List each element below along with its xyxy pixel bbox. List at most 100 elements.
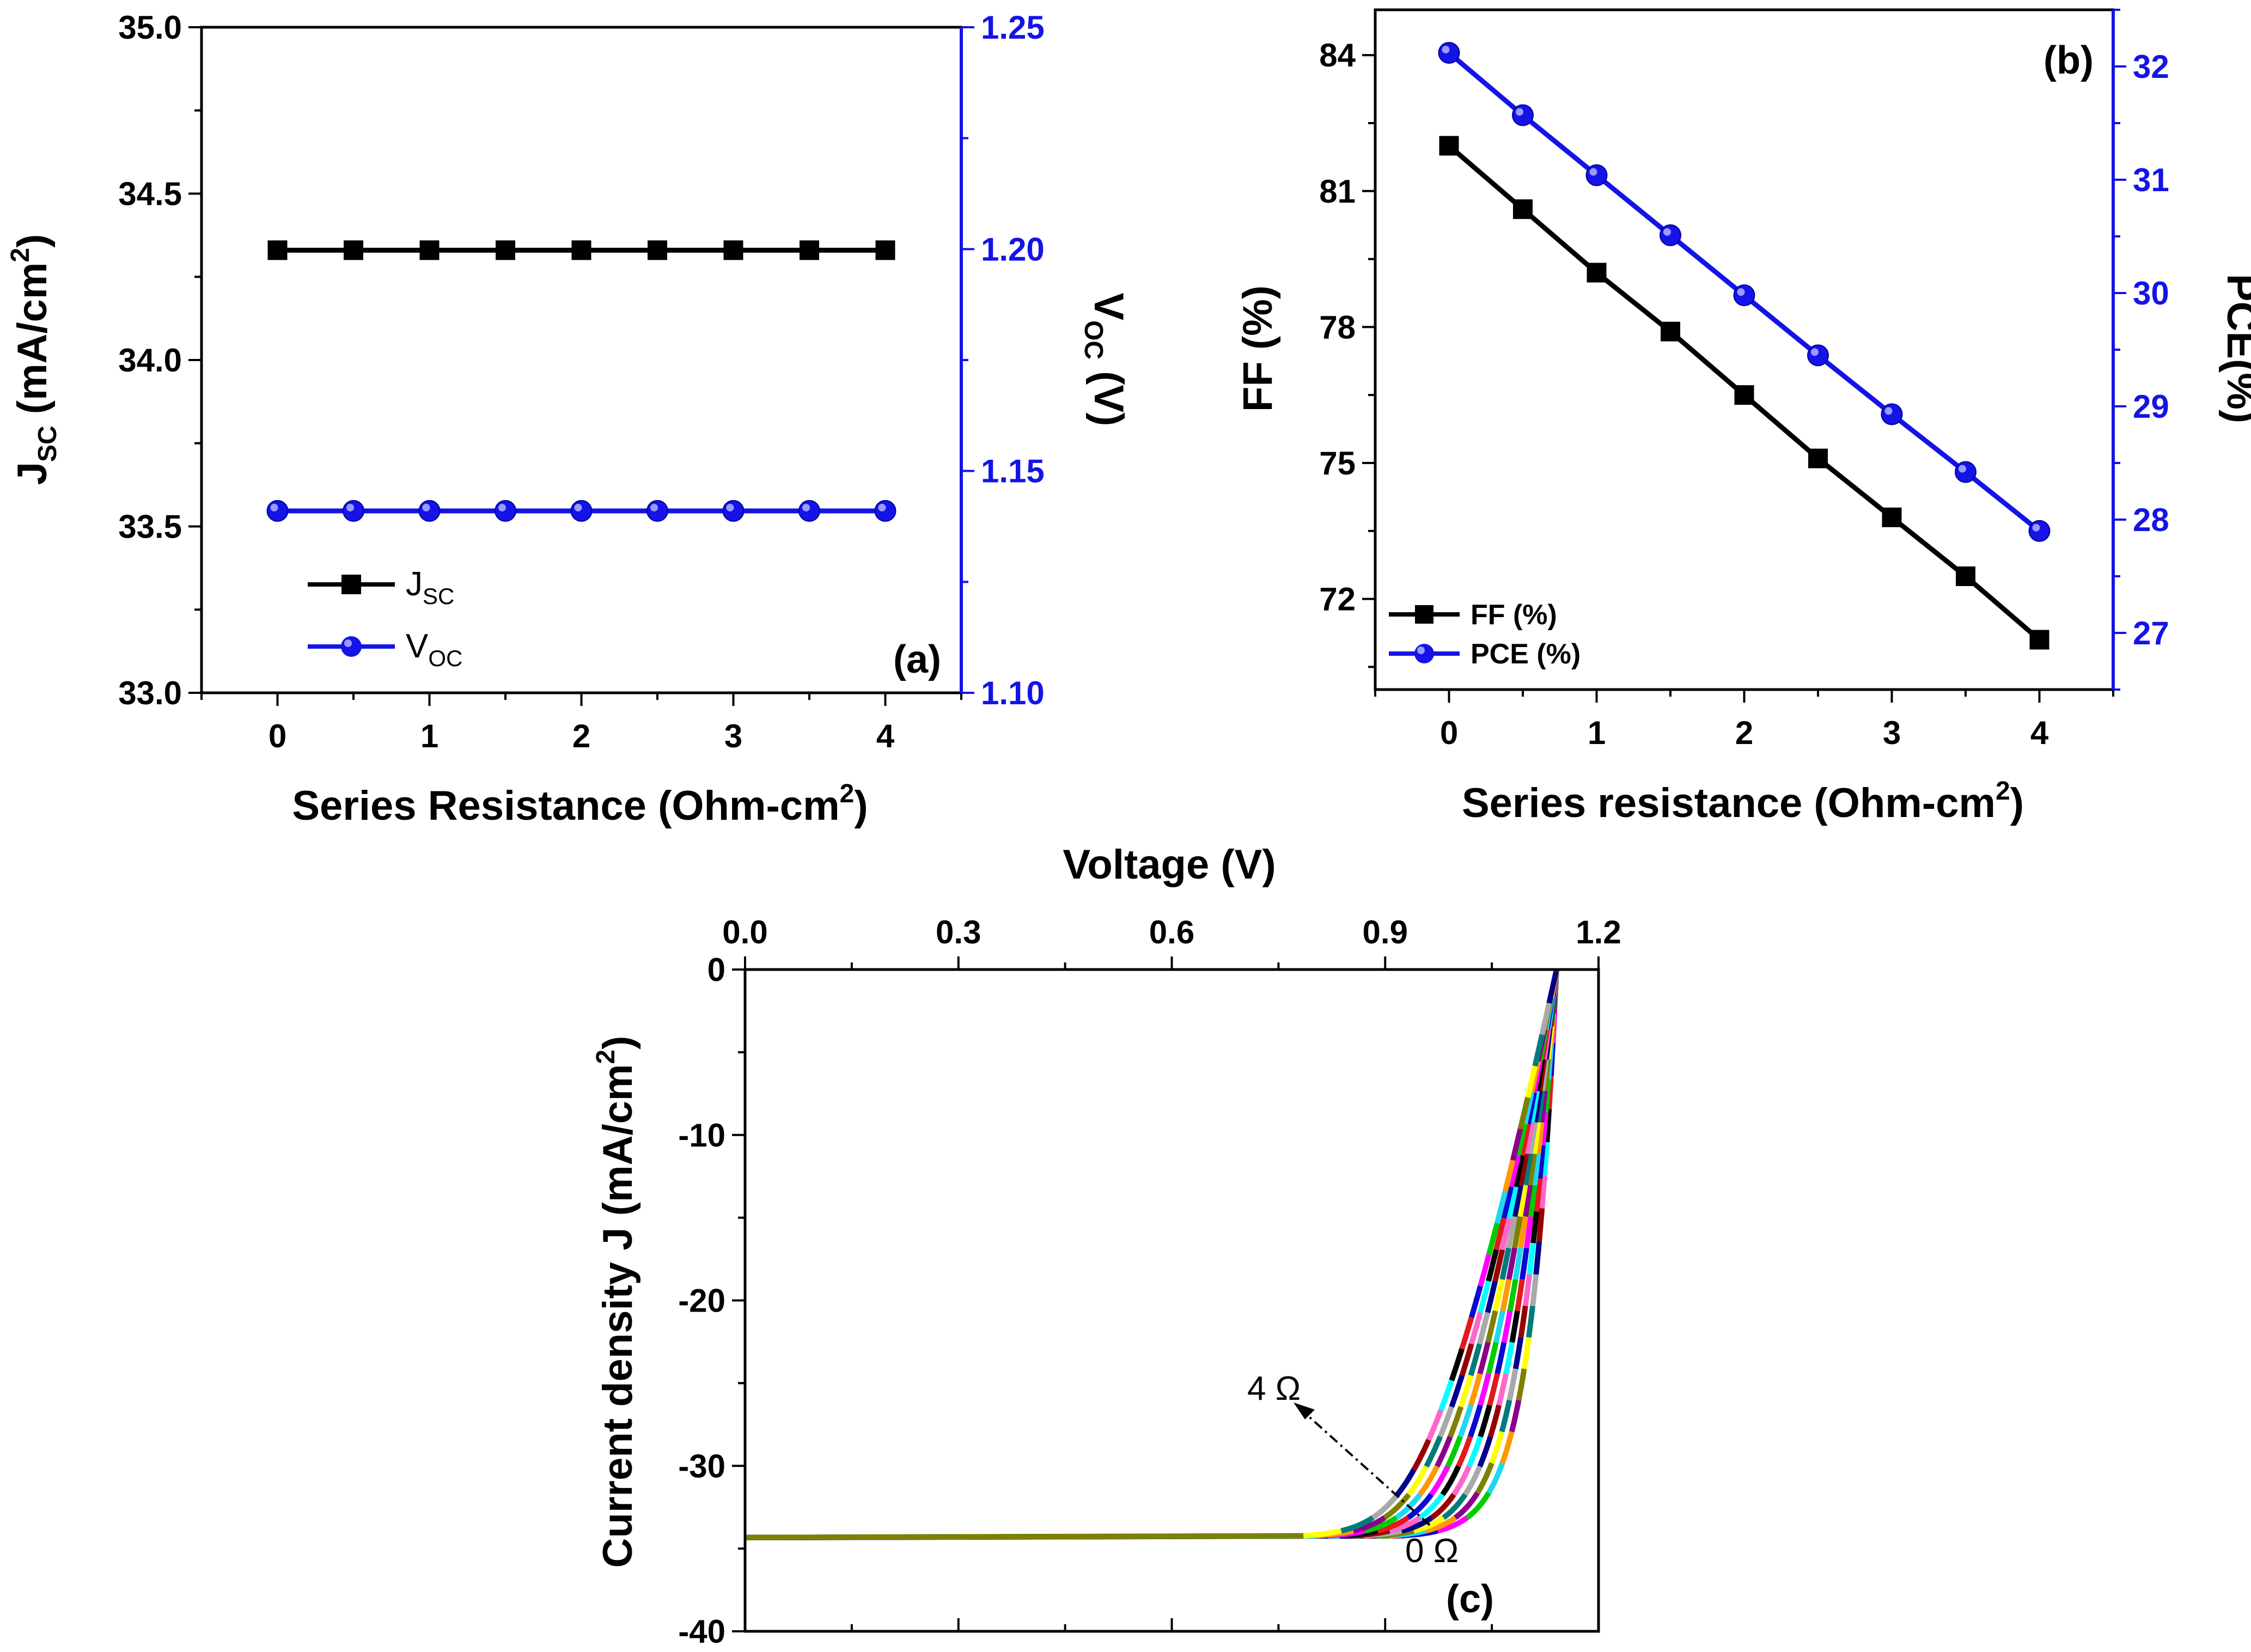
- iv-curve-segment: [1517, 1096, 1530, 1130]
- data-point-circle: [418, 499, 441, 522]
- iv-curve-segment: [1536, 1207, 1545, 1243]
- y-tick-label-left: 75: [1319, 445, 1356, 481]
- data-point-circle: [570, 499, 593, 522]
- data-point-circle: [722, 499, 745, 522]
- legend-marker-pce-shine: [1417, 647, 1425, 654]
- x-ticks-group: 0 1 2 3 4: [1374, 690, 2114, 751]
- arrow-head: [1294, 1403, 1315, 1419]
- iv-curve-segment: [1437, 1405, 1454, 1438]
- iv-curve-segment: [1371, 1494, 1399, 1520]
- x-tick-label: 2: [572, 718, 590, 754]
- x-axis-label: Series Resistance (Ohm-cm2): [292, 779, 868, 829]
- data-point-square: [1734, 385, 1754, 405]
- data-point-highlight: [422, 503, 430, 511]
- iv-curve-segment: [1527, 1242, 1536, 1276]
- data-point-highlight: [650, 503, 658, 511]
- y-tick-label-right: 28: [2133, 502, 2169, 538]
- data-point-circle: [798, 499, 820, 522]
- iv-curve-segment: [1383, 1492, 1411, 1520]
- x-tick-label: 3: [1883, 715, 1901, 751]
- iv-curve-segment: [1389, 1515, 1422, 1534]
- iv-curve-segment: [1532, 1033, 1545, 1068]
- iv-curve-segment: [1438, 1379, 1455, 1411]
- y-tick-label: -40: [678, 1613, 725, 1650]
- iv-curve-segment: [1448, 1405, 1464, 1438]
- iv-curve-segment: [1426, 1409, 1444, 1441]
- iv-curve-segment: [1445, 1435, 1463, 1468]
- iv-curve-segment: [1539, 1174, 1547, 1210]
- left-y-ticks-group: 72 75 78 81 84: [1319, 37, 1375, 668]
- y-tick-label-right: 27: [2133, 615, 2169, 651]
- iv-curve-segment: [1418, 1492, 1445, 1520]
- data-point-highlight: [1811, 348, 1819, 356]
- y-tick-label-right: 30: [2133, 275, 2169, 312]
- iv-curve-segment: [1522, 1153, 1533, 1186]
- iv-curve-segment: [1492, 1278, 1505, 1312]
- data-point-highlight: [1884, 407, 1893, 415]
- right-y-axis-label: VOC (V): [1079, 292, 1132, 426]
- voc-label-rest: (V): [1085, 359, 1132, 426]
- legend-label-pce: PCE (%): [1471, 638, 1581, 670]
- iv-curve-segment: [1534, 1177, 1543, 1213]
- x-tick-label: 0.9: [1363, 914, 1408, 950]
- iv-curve-segment: [1489, 1430, 1505, 1465]
- jsc-label-main: J: [9, 462, 56, 485]
- x-tick-label: 4: [876, 718, 895, 754]
- iv-curve-segment: [1442, 1493, 1468, 1520]
- data-point-square: [571, 240, 591, 260]
- iv-curve-segment: [1492, 1248, 1505, 1282]
- iv-curve-segment: [1528, 1184, 1538, 1218]
- iv-curve-segment: [1512, 1336, 1524, 1370]
- data-point-square: [723, 240, 743, 260]
- data-point-circle: [1512, 104, 1534, 126]
- iv-curve-segment: [1425, 1515, 1457, 1534]
- iv-curve-segment: [1506, 1185, 1518, 1220]
- iv-curve-segment: [1506, 1367, 1518, 1401]
- curves-group: [743, 968, 1559, 1540]
- y-tick-label-right: 1.15: [981, 453, 1045, 490]
- iv-curve-segment: [1521, 1336, 1532, 1370]
- iv-curve-segment: [1519, 1123, 1531, 1157]
- iv-curve-segment: [1468, 1343, 1483, 1377]
- iv-curve-segment: [1506, 1247, 1517, 1281]
- iv-curve-segment: [1437, 1515, 1469, 1534]
- iv-curve-segment: [1539, 1002, 1552, 1036]
- legend-label-voc: VOC: [406, 627, 462, 671]
- y-tick-label-left: 72: [1319, 581, 1356, 618]
- data-point-square: [267, 240, 288, 260]
- iv-curve-segment: [1535, 1121, 1545, 1155]
- y-tick-label-left: 34.5: [118, 176, 182, 212]
- iv-curve-segment: [1486, 1462, 1505, 1495]
- legend-marker-voc: [341, 636, 362, 657]
- iv-curve-segment: [1485, 1309, 1498, 1344]
- iv-curve-segment: [1510, 1127, 1523, 1162]
- iv-curve-segment: [1411, 1438, 1431, 1471]
- data-point-circle: [1585, 164, 1608, 186]
- iv-curve-segment: [1486, 1222, 1500, 1256]
- iv-curve-segment: [1508, 1154, 1521, 1188]
- iv-curve-segment: [1518, 1215, 1528, 1249]
- x-axis-label-sup: 2: [840, 779, 855, 808]
- annotation-0-ohm: 0 Ω: [1405, 1532, 1459, 1570]
- iv-curve-segment: [1499, 1430, 1515, 1465]
- legend-marker-voc-shine: [344, 639, 352, 647]
- y-tick-label-left: 34.0: [118, 342, 182, 379]
- iv-curve-segment: [1395, 1492, 1423, 1520]
- iv-curve-segment: [1496, 1373, 1509, 1406]
- data-point-circle: [1955, 461, 1977, 483]
- iv-curve-segment: [1546, 970, 1559, 1004]
- data-point-highlight: [1442, 46, 1450, 54]
- data-point-highlight: [498, 503, 506, 511]
- legend-marker-ff: [1415, 605, 1433, 624]
- left-y-axis-label: FF (%): [1235, 285, 1281, 412]
- series-ff-group: [1439, 136, 2049, 650]
- x-tick-label: 0.3: [936, 914, 981, 950]
- x-tick-label: 0.0: [722, 914, 767, 950]
- series-voc-group: [266, 499, 896, 522]
- iv-curve-segment: [1501, 1309, 1513, 1344]
- iv-curve-segment: [1303, 1528, 1342, 1539]
- x-tick-label: 0: [1440, 715, 1458, 751]
- iv-curve-segment: [1458, 1374, 1474, 1408]
- data-point-square: [1439, 136, 1459, 156]
